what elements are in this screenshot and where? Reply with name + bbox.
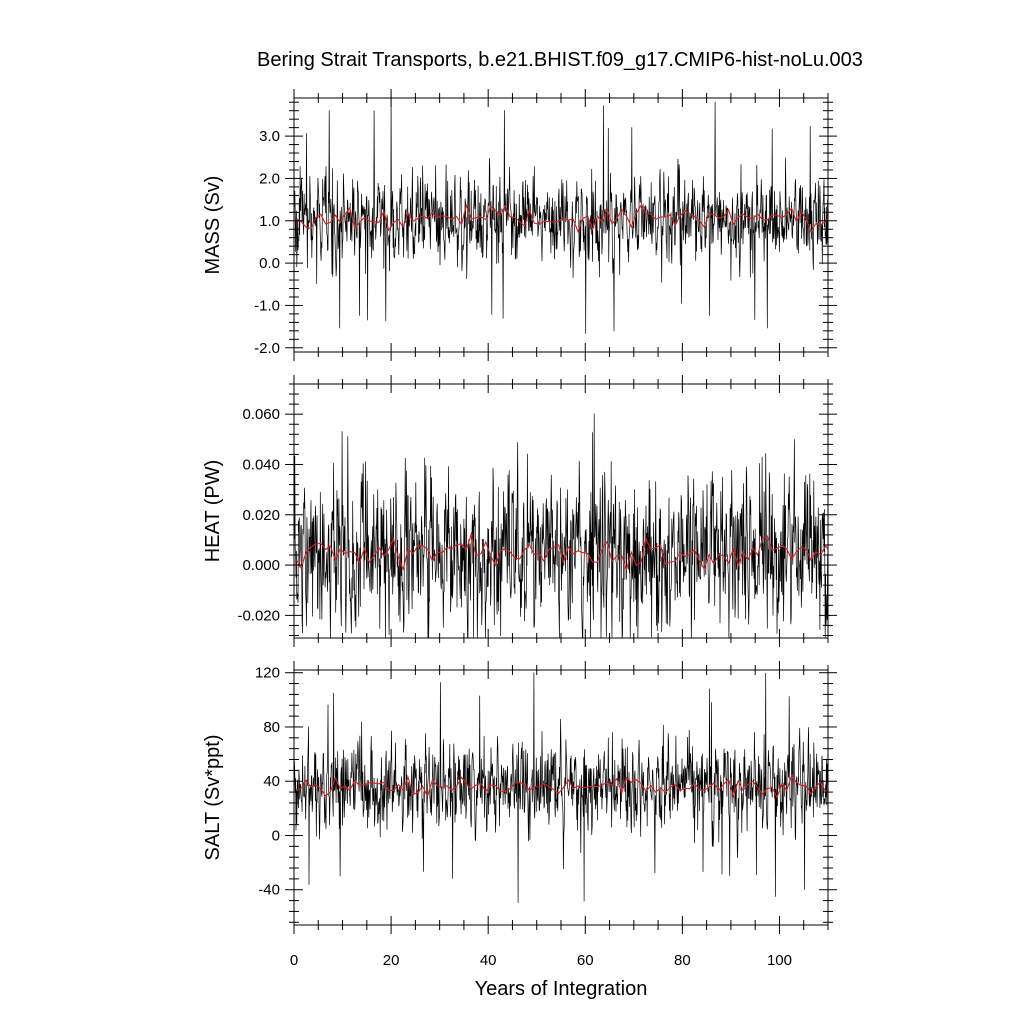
y-axis-label-mass: MASS (Sv) <box>202 176 224 275</box>
y-axis-label-heat: HEAT (PW) <box>202 460 224 563</box>
panel-salt: -40 0 40 80 120 SALT (Sv*ppt) <box>202 661 837 934</box>
series-monthly-mass <box>294 98 828 334</box>
series-annual-salt <box>296 774 828 799</box>
panels-group: -2.0 -1.0 0.0 1.0 2.0 3.0 MASS (Sv) -0.020 0.000… <box>202 89 837 969</box>
x-tick-label: 0 <box>290 952 298 969</box>
x-tick-label: 60 <box>577 952 594 969</box>
x-axis-label: Years of Integration <box>475 978 648 1000</box>
panel-heat: -0.020 0.000 0.020 0.040 0.060 HEAT (PW) <box>202 375 837 647</box>
series-monthly-heat <box>294 413 828 638</box>
y-tick-label-heat: 0.060 <box>242 406 280 423</box>
series-annual-heat <box>295 532 828 572</box>
x-tick-label: 100 <box>767 952 792 969</box>
y-axis-label-salt: SALT (Sv*ppt) <box>202 735 224 861</box>
series-monthly-salt <box>294 672 828 903</box>
panel-mass: -2.0 -1.0 0.0 1.0 2.0 3.0 MASS (Sv) <box>202 89 837 361</box>
x-tick-label: 20 <box>383 952 400 969</box>
x-tick-label: 80 <box>674 952 691 969</box>
y-tick-label-salt: 80 <box>263 719 280 736</box>
y-tick-label-mass: 0.0 <box>259 255 280 272</box>
y-tick-label-heat: -0.020 <box>237 607 280 624</box>
y-tick-label-heat: 0.000 <box>242 557 280 574</box>
y-tick-label-mass: 2.0 <box>259 170 280 187</box>
y-tick-label-heat: 0.020 <box>242 507 280 524</box>
y-tick-label-mass: 3.0 <box>259 128 280 145</box>
y-tick-label-mass: -2.0 <box>254 340 280 357</box>
x-tick-label: 40 <box>480 952 497 969</box>
y-tick-label-salt: 120 <box>255 665 280 682</box>
y-tick-label-mass: -1.0 <box>254 297 280 314</box>
y-tick-label-salt: 0 <box>272 827 280 844</box>
chart-title: Bering Strait Transports, b.e21.BHIST.f0… <box>257 49 863 71</box>
y-tick-label-heat: 0.040 <box>242 456 280 473</box>
y-tick-label-mass: 1.0 <box>259 213 280 230</box>
y-tick-label-salt: 40 <box>263 773 280 790</box>
series-annual-mass <box>296 203 828 234</box>
y-tick-label-salt: -40 <box>258 882 280 899</box>
